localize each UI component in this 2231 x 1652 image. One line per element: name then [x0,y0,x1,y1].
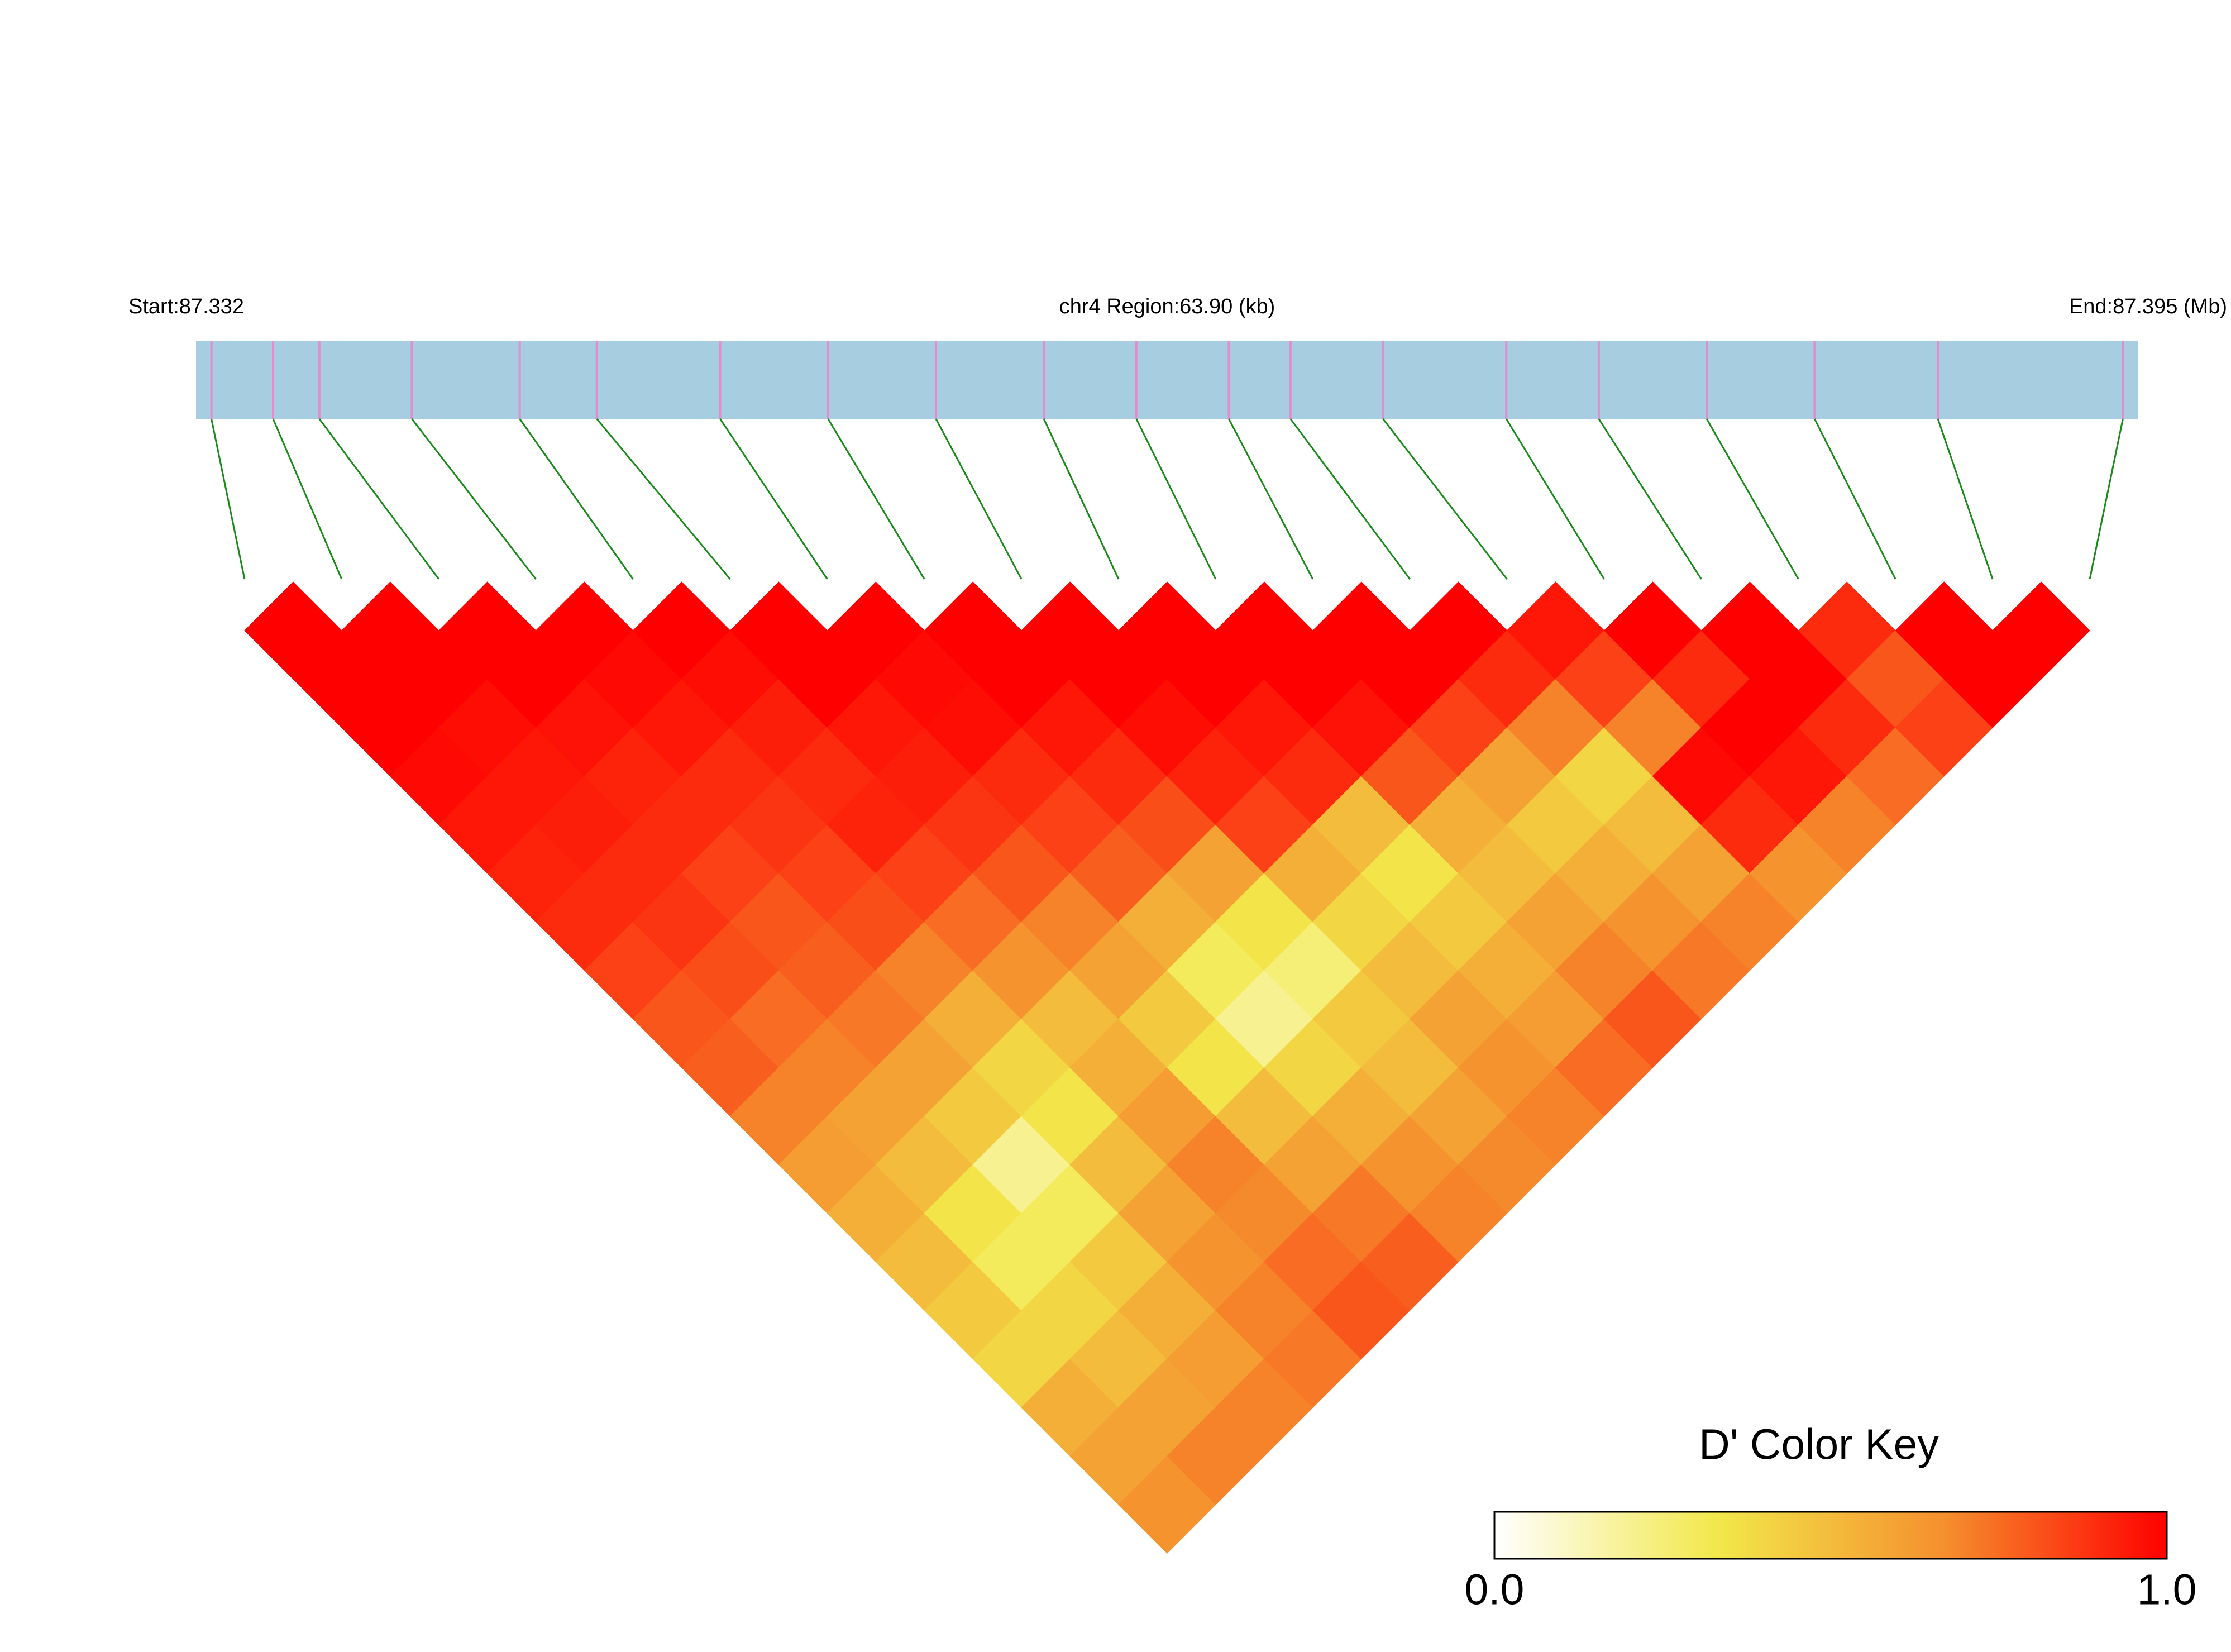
snp-link [2089,418,2124,580]
color-key-tick-label: 1.0 [2137,1565,2196,1613]
snp-link [1382,418,1508,580]
ld-cell [1992,581,2090,680]
color-key-title: D' Color Key [1699,1420,1939,1468]
snp-link [1706,418,1799,580]
snp-track [196,341,2138,419]
snp-link [1937,418,1994,580]
color-key-bar [1493,1511,2168,1560]
snp-link [1043,418,1120,580]
snp-link [719,418,828,580]
snp-link [1813,418,1896,580]
snp-link [211,418,246,580]
snp-link [1505,418,1605,580]
snp-link [1598,418,1702,580]
end-label: End:87.395 (Mb) [2069,295,2227,318]
snp-link [1228,418,1314,580]
snp-link [1289,418,1411,580]
snp-link [596,418,731,580]
snp-link [318,418,439,580]
snp-link [827,418,925,580]
snp-link [935,418,1023,580]
start-label: Start:87.332 [128,295,244,318]
color-key-tick-label: 0.0 [1464,1565,1524,1613]
snp-link [272,418,343,580]
snp-link [1135,418,1217,580]
snp-link [411,418,537,580]
region-label: chr4 Region:63.90 (kb) [1059,295,1275,318]
snp-link [519,418,634,580]
